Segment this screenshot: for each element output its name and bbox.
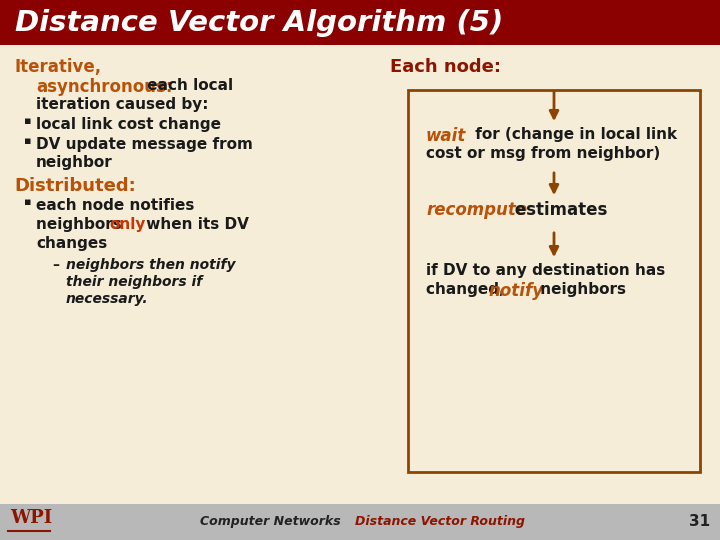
Bar xyxy=(408,90,700,472)
Text: ▪: ▪ xyxy=(24,136,32,146)
Text: neighbors: neighbors xyxy=(36,217,127,232)
Text: each node notifies: each node notifies xyxy=(36,198,194,213)
Text: neighbors: neighbors xyxy=(535,282,626,297)
Text: necessary.: necessary. xyxy=(66,292,148,306)
Text: local link cost change: local link cost change xyxy=(36,117,221,132)
Text: wait: wait xyxy=(426,127,467,145)
Text: their neighbors if: their neighbors if xyxy=(66,275,202,289)
Text: recompute: recompute xyxy=(426,201,527,219)
Text: if DV to any destination has: if DV to any destination has xyxy=(426,263,665,278)
Text: neighbors then notify: neighbors then notify xyxy=(66,258,235,272)
Text: Distance Vector Routing: Distance Vector Routing xyxy=(355,516,525,529)
Text: Distance Vector Algorithm (5): Distance Vector Algorithm (5) xyxy=(15,9,503,37)
Text: changed,: changed, xyxy=(426,282,510,297)
Text: only: only xyxy=(109,217,145,232)
Text: Iterative,: Iterative, xyxy=(14,58,101,76)
Text: iteration caused by:: iteration caused by: xyxy=(36,97,209,112)
Text: notify: notify xyxy=(488,282,543,300)
Text: cost or msg from neighbor): cost or msg from neighbor) xyxy=(426,146,660,161)
Text: WPI: WPI xyxy=(10,509,53,527)
Text: each local: each local xyxy=(142,78,233,93)
Bar xyxy=(0,504,720,540)
Text: ▪: ▪ xyxy=(24,197,32,207)
Text: Each node:: Each node: xyxy=(390,58,501,76)
Text: estimates: estimates xyxy=(509,201,608,219)
Text: ▪: ▪ xyxy=(24,116,32,126)
Text: DV update message from: DV update message from xyxy=(36,137,253,152)
Text: for (change in local link: for (change in local link xyxy=(470,127,677,142)
Text: –: – xyxy=(52,258,59,272)
Text: Computer Networks: Computer Networks xyxy=(199,516,341,529)
Text: asynchronous:: asynchronous: xyxy=(36,78,173,96)
Bar xyxy=(0,0,720,45)
Text: neighbor: neighbor xyxy=(36,155,113,170)
Text: when its DV: when its DV xyxy=(141,217,249,232)
Text: Distributed:: Distributed: xyxy=(14,177,136,195)
Text: 31: 31 xyxy=(690,515,711,530)
Text: changes: changes xyxy=(36,236,107,251)
